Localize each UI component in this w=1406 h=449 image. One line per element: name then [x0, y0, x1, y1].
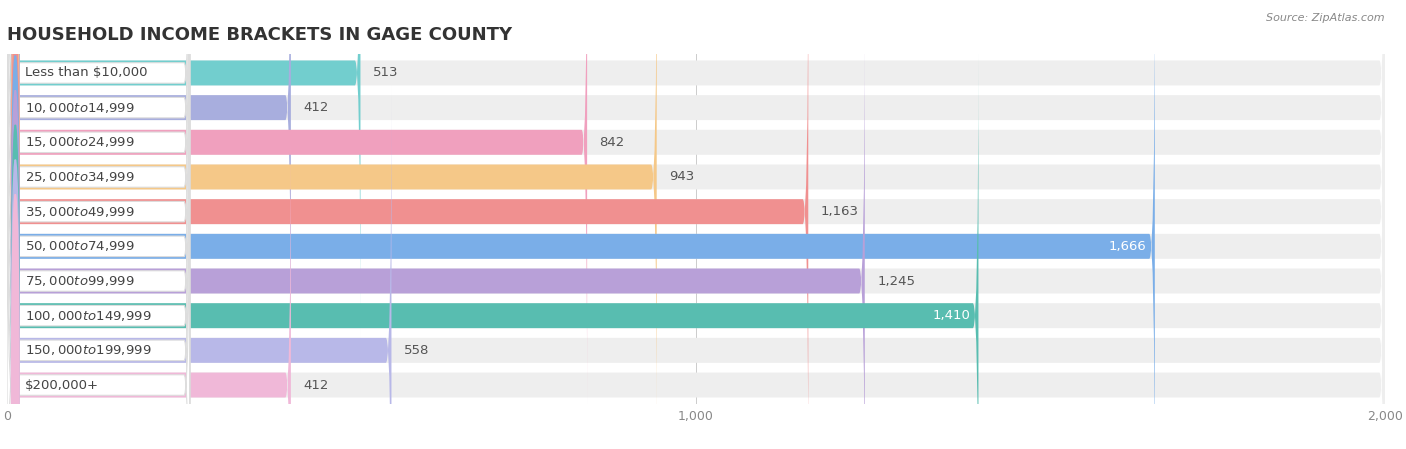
FancyBboxPatch shape — [7, 120, 1385, 449]
FancyBboxPatch shape — [7, 0, 808, 449]
Text: $10,000 to $14,999: $10,000 to $14,999 — [25, 101, 135, 114]
FancyBboxPatch shape — [7, 48, 190, 449]
FancyBboxPatch shape — [7, 0, 1385, 373]
FancyBboxPatch shape — [7, 0, 190, 449]
Text: Source: ZipAtlas.com: Source: ZipAtlas.com — [1267, 13, 1385, 23]
Text: $100,000 to $149,999: $100,000 to $149,999 — [25, 308, 152, 323]
FancyBboxPatch shape — [7, 85, 1385, 449]
FancyBboxPatch shape — [7, 14, 190, 449]
FancyBboxPatch shape — [7, 16, 865, 449]
FancyBboxPatch shape — [7, 0, 1154, 449]
FancyBboxPatch shape — [7, 16, 1385, 449]
FancyBboxPatch shape — [7, 0, 1385, 442]
Text: 1,245: 1,245 — [877, 274, 915, 287]
Text: $25,000 to $34,999: $25,000 to $34,999 — [25, 170, 135, 184]
Circle shape — [11, 90, 20, 449]
Text: 412: 412 — [304, 379, 329, 392]
Text: 1,163: 1,163 — [821, 205, 859, 218]
Circle shape — [11, 194, 20, 449]
Text: $150,000 to $199,999: $150,000 to $199,999 — [25, 343, 152, 357]
FancyBboxPatch shape — [7, 83, 190, 449]
FancyBboxPatch shape — [7, 0, 291, 373]
Circle shape — [11, 56, 20, 437]
Circle shape — [11, 21, 20, 402]
FancyBboxPatch shape — [7, 51, 1385, 449]
FancyBboxPatch shape — [7, 0, 588, 407]
FancyBboxPatch shape — [7, 0, 657, 442]
Text: Less than $10,000: Less than $10,000 — [25, 66, 148, 79]
Text: 513: 513 — [373, 66, 398, 79]
FancyBboxPatch shape — [7, 120, 291, 449]
Text: $200,000+: $200,000+ — [25, 379, 98, 392]
FancyBboxPatch shape — [7, 0, 1385, 407]
FancyBboxPatch shape — [7, 0, 360, 338]
FancyBboxPatch shape — [7, 85, 391, 449]
Text: 412: 412 — [304, 101, 329, 114]
Circle shape — [11, 0, 20, 333]
Text: $15,000 to $24,999: $15,000 to $24,999 — [25, 135, 135, 150]
Circle shape — [11, 0, 20, 298]
Text: $75,000 to $99,999: $75,000 to $99,999 — [25, 274, 135, 288]
FancyBboxPatch shape — [7, 0, 190, 340]
Circle shape — [11, 0, 20, 264]
FancyBboxPatch shape — [7, 0, 1385, 338]
Text: $50,000 to $74,999: $50,000 to $74,999 — [25, 239, 135, 253]
FancyBboxPatch shape — [7, 0, 190, 409]
FancyBboxPatch shape — [7, 0, 190, 375]
Text: HOUSEHOLD INCOME BRACKETS IN GAGE COUNTY: HOUSEHOLD INCOME BRACKETS IN GAGE COUNTY — [7, 26, 512, 44]
Circle shape — [11, 0, 20, 368]
Text: 558: 558 — [404, 344, 429, 357]
Circle shape — [11, 125, 20, 449]
FancyBboxPatch shape — [7, 0, 1385, 449]
FancyBboxPatch shape — [7, 118, 190, 449]
Text: 943: 943 — [669, 171, 695, 184]
Text: $35,000 to $49,999: $35,000 to $49,999 — [25, 205, 135, 219]
FancyBboxPatch shape — [7, 51, 979, 449]
Text: 842: 842 — [599, 136, 624, 149]
Circle shape — [11, 160, 20, 449]
Text: 1,410: 1,410 — [932, 309, 970, 322]
FancyBboxPatch shape — [7, 0, 190, 444]
Text: 1,666: 1,666 — [1109, 240, 1146, 253]
FancyBboxPatch shape — [7, 0, 190, 449]
FancyBboxPatch shape — [7, 0, 1385, 449]
